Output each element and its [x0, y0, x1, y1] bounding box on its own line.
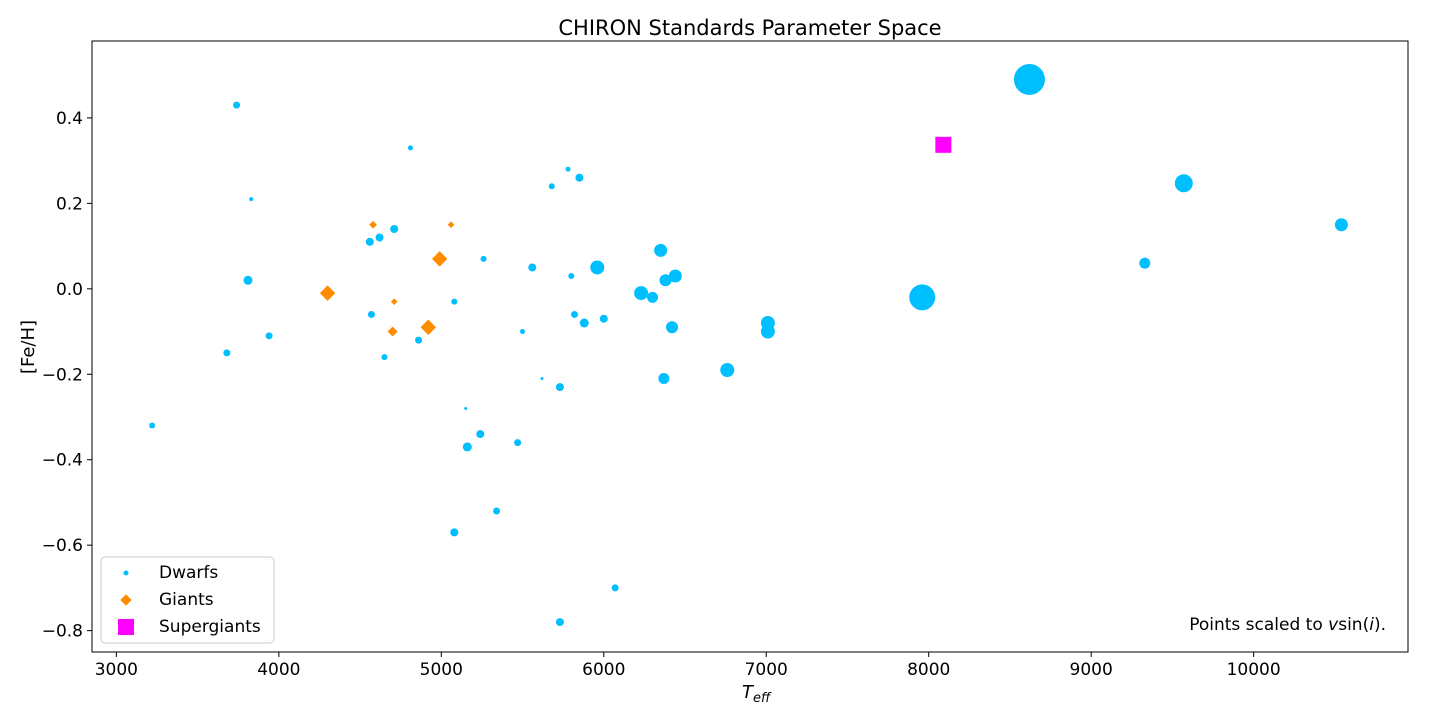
- giants-point-4: [390, 298, 398, 305]
- legend-label-supergiants: Supergiants: [159, 617, 261, 637]
- dwarfs-point-10: [381, 354, 388, 361]
- dwarfs-point-32: [579, 318, 589, 328]
- dwarfs-point-16: [464, 406, 468, 410]
- dwarfs-point-3: [233, 101, 241, 109]
- dwarfs-point-25: [548, 183, 555, 190]
- dwarfs-point-15: [450, 528, 459, 537]
- x-tick-label-2: 4000: [257, 660, 300, 680]
- dwarfs-point-11: [390, 225, 399, 233]
- dwarfs-point-46: [909, 284, 936, 311]
- x-axis-ticks: 3000 4000 5000 6000 7000 8000 9000 10000: [95, 652, 1281, 680]
- x-tick-label-4: 6000: [582, 660, 625, 680]
- y-tick-label-6: 0.2: [56, 194, 83, 214]
- dwarfs-point-34: [599, 314, 608, 323]
- scaling-annotation: Points scaled to vsin(i).: [1189, 615, 1386, 635]
- dwarfs-point-8: [367, 310, 375, 318]
- plot-frame: [91, 40, 1409, 653]
- dwarfs-point-35: [611, 584, 619, 592]
- x-tick-label-3: 5000: [420, 660, 463, 680]
- y-axis-label: [Fe/H]: [18, 320, 39, 374]
- legend-marker-supergiants: [118, 619, 134, 635]
- dwarfs-point-23: [528, 263, 537, 272]
- chart-title: CHIRON Standards Parameter Space: [558, 16, 941, 40]
- dwarfs-point-50: [1334, 218, 1348, 232]
- legend-frame: [100, 556, 275, 644]
- y-tick-label-2: −0.6: [42, 536, 83, 556]
- dwarfs-point-45: [760, 324, 775, 339]
- dwarfs-point-20: [493, 507, 501, 515]
- giants-point-3: [387, 326, 398, 337]
- y-tick-label-4: −0.2: [42, 365, 83, 385]
- dwarfs-point-41: [666, 321, 679, 334]
- legend-label-giants: Giants: [159, 590, 214, 610]
- dwarfs-point-42: [668, 269, 682, 283]
- dwarfs-point-4: [243, 275, 253, 285]
- dwarfs-point-36: [634, 286, 649, 301]
- dwarfs-point-5: [249, 197, 254, 202]
- dwarfs-point-30: [571, 310, 579, 318]
- legend: Dwarfs Giants Supergiants: [100, 556, 275, 644]
- giants-point-2: [369, 220, 377, 229]
- x-tick-label-1: 3000: [95, 660, 138, 680]
- dwarfs-point-14: [451, 298, 458, 305]
- dwarfs-point-43: [720, 363, 735, 377]
- giants-point-7: [447, 221, 455, 229]
- x-axis-label-main: T: [742, 682, 755, 703]
- x-tick-label-6: 8000: [907, 660, 950, 680]
- giants-point-1: [319, 285, 336, 301]
- dwarfs-point-28: [565, 166, 571, 172]
- dwarfs-point-38: [654, 243, 668, 257]
- annotation-suffix: ).: [1374, 615, 1386, 635]
- dwarfs-point-49: [1174, 174, 1193, 193]
- annotation-i: i: [1369, 615, 1374, 635]
- dwarfs-point-37: [647, 291, 659, 303]
- dwarfs-point-6: [265, 332, 273, 340]
- dwarfs-point-47: [1013, 63, 1045, 95]
- dwarfs-point-1: [149, 422, 156, 429]
- legend-marker-dwarfs: [123, 570, 129, 576]
- dwarfs-point-31: [575, 173, 584, 182]
- dwarfs-point-48: [1139, 257, 1151, 269]
- dwarfs-point-12: [407, 145, 413, 151]
- giants-point-5: [420, 319, 437, 335]
- annotation-v: v: [1328, 615, 1339, 635]
- x-axis-label: Teff: [742, 682, 772, 706]
- dwarfs-point-19: [480, 255, 487, 262]
- y-tick-label-5: 0.0: [56, 280, 83, 300]
- dwarfs-point-24: [540, 377, 544, 381]
- dwarfs-point-40: [659, 274, 672, 287]
- dwarfs-point-33: [590, 260, 605, 275]
- legend-label-dwarfs: Dwarfs: [159, 563, 218, 583]
- x-tick-label-5: 7000: [745, 660, 788, 680]
- dwarfs-point-39: [658, 373, 670, 385]
- dwarfs-point-18: [476, 430, 485, 439]
- y-tick-label-7: 0.4: [56, 109, 83, 129]
- x-tick-label-8: 10000: [1227, 660, 1281, 680]
- dwarfs-point-26: [555, 383, 564, 392]
- y-axis-ticks: −0.8 −0.6 −0.4 −0.2 0.0 0.2 0.4: [42, 109, 92, 642]
- dwarfs-point-13: [415, 336, 423, 344]
- annotation-prefix: Points scaled to: [1189, 615, 1328, 635]
- giants-point-6: [431, 251, 448, 267]
- dwarfs-point-29: [568, 273, 575, 279]
- plot-marks: [149, 63, 1348, 627]
- x-axis-label-sub: eff: [753, 691, 772, 706]
- dwarfs-point-27: [555, 618, 564, 627]
- supergiants-point-1: [935, 136, 952, 153]
- y-tick-label-1: −0.8: [42, 622, 83, 642]
- dwarfs-point-2: [223, 349, 231, 357]
- dwarfs-point-17: [462, 442, 472, 452]
- y-tick-label-3: −0.4: [42, 451, 83, 471]
- dwarfs-point-22: [520, 329, 526, 335]
- dwarfs-point-9: [375, 233, 384, 242]
- dwarfs-point-7: [365, 237, 374, 246]
- x-tick-label-7: 9000: [1070, 660, 1113, 680]
- dwarfs-point-21: [514, 439, 522, 447]
- annotation-sin: sin(: [1338, 615, 1369, 635]
